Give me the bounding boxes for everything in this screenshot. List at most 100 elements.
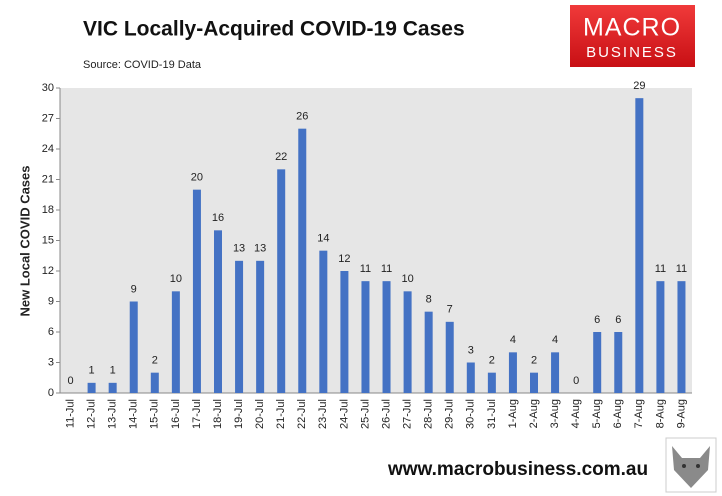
data-label: 4 [552,334,558,346]
data-label: 2 [489,355,495,367]
x-tick-label: 7-Aug [633,399,645,428]
bar [445,321,454,393]
data-label: 2 [531,355,537,367]
y-tick-label: 24 [42,143,54,155]
data-label: 4 [510,334,516,346]
bar [298,128,307,393]
data-label: 11 [381,263,392,275]
bar [551,352,560,393]
data-label: 11 [676,263,687,275]
y-tick-label: 3 [48,356,54,368]
x-tick-label: 21-Jul [275,399,287,429]
bar [508,352,517,393]
x-tick-label: 9-Aug [675,399,687,428]
x-tick-label: 15-Jul [149,399,161,429]
bar [129,301,138,393]
y-tick-label: 6 [48,326,54,338]
footer-url: www.macrobusiness.com.au [387,459,648,480]
logo: MACRO BUSINESS [570,5,695,67]
x-tick-label: 14-Jul [128,399,140,429]
data-label: 11 [655,263,666,275]
bar [403,291,412,393]
logo-text: MACRO [583,14,681,42]
data-label: 7 [447,304,453,316]
icon-shape [672,446,710,488]
bar [530,372,538,393]
wolf-icon [665,437,717,493]
bar [466,362,475,393]
x-tick-label: 19-Jul [233,399,245,429]
data-label: 1 [89,365,95,377]
bar [593,332,602,393]
x-tick-label: 22-Jul [296,399,308,429]
y-tick-label: 30 [42,82,54,94]
x-tick-label: 11-Jul [64,399,76,428]
data-label: 10 [401,273,413,285]
x-tick-label: 2-Aug [528,399,540,428]
y-tick-label: 9 [48,295,54,307]
x-tick-label: 13-Jul [107,399,119,429]
data-label: 14 [317,233,329,245]
data-label: 13 [254,243,266,255]
data-label: 1 [110,365,116,377]
y-tick-label: 15 [42,234,54,246]
data-label: 11 [360,263,371,275]
data-label: 6 [594,314,600,326]
x-tick-label: 30-Jul [465,399,477,429]
data-label: 0 [573,375,579,387]
bar [487,372,496,393]
y-tick-label: 27 [42,112,54,124]
bar [656,281,665,393]
x-tick-label: 1-Aug [507,399,519,428]
data-label: 6 [615,314,621,326]
x-tick-label: 12-Jul [86,399,98,429]
x-tick-label: 16-Jul [170,399,182,429]
chart-subtitle: Source: COVID-19 Data [83,59,202,71]
bar [192,189,201,393]
x-tick-label: 4-Aug [570,399,582,428]
y-tick-label: 12 [42,265,54,277]
bar [214,230,222,393]
bar [361,281,370,393]
data-label: 20 [191,172,203,184]
bar [382,281,391,393]
y-tick-label: 18 [42,204,54,216]
bar [235,260,244,393]
plot-background [60,88,692,393]
data-label: 0 [67,375,73,387]
chart-title: VIC Locally-Acquired COVID-19 Cases [83,18,465,41]
data-label: 29 [633,80,645,92]
icon-eye [682,464,686,468]
y-axis-title: New Local COVID Cases [17,166,32,317]
bar [614,332,623,393]
bar [424,311,433,393]
x-tick-label: 31-Jul [486,399,498,429]
x-tick-label: 6-Aug [612,399,624,428]
bar [87,382,96,393]
x-tick-label: 24-Jul [338,399,350,429]
bar [340,271,349,393]
bar [171,291,180,393]
bar [277,169,286,393]
data-label: 12 [338,253,350,265]
data-label: 10 [170,273,182,285]
y-tick-label: 0 [48,387,54,399]
bar [319,250,328,393]
x-tick-label: 27-Jul [402,399,414,429]
x-tick-label: 5-Aug [591,399,603,428]
bar [256,260,265,393]
x-tick-label: 23-Jul [317,399,329,429]
data-label: 16 [212,212,224,224]
x-tick-label: 26-Jul [380,399,392,429]
x-tick-label: 25-Jul [359,399,371,429]
data-label: 26 [296,111,308,123]
y-tick-label: 21 [42,173,54,185]
data-label: 2 [152,355,158,367]
data-label: 3 [468,344,474,356]
x-tick-label: 3-Aug [549,399,561,428]
data-label: 9 [131,283,137,295]
x-tick-label: 20-Jul [254,399,266,429]
bar [108,382,117,393]
